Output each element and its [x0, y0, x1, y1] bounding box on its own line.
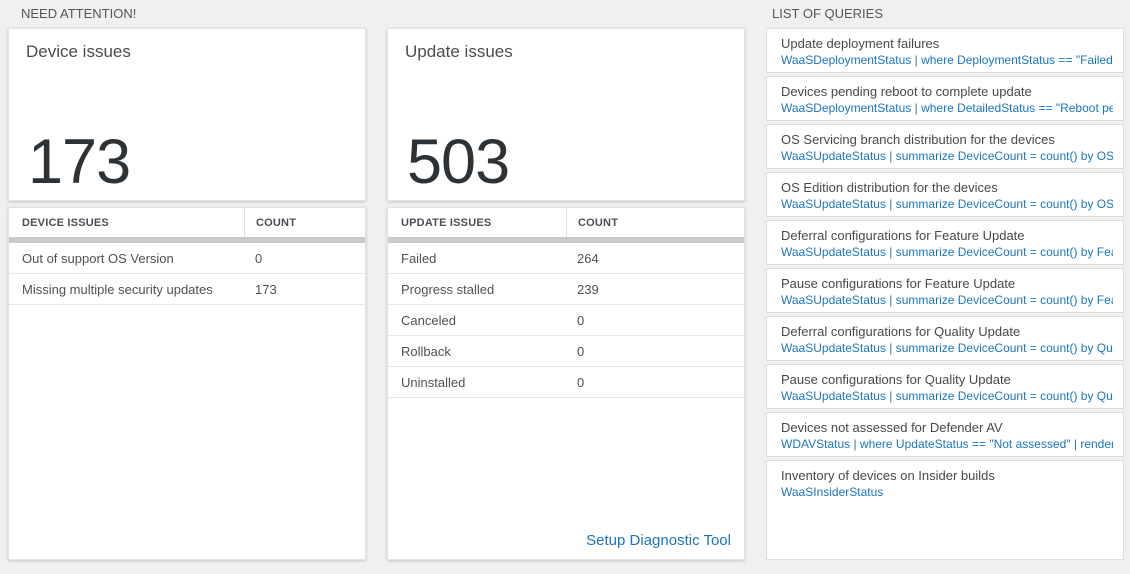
- query-title: OS Servicing branch distribution for the…: [781, 132, 1055, 147]
- update-issues-table-body: Failed 264 Progress stalled 239 Canceled…: [388, 243, 744, 559]
- query-title: Devices not assessed for Defender AV: [781, 420, 1003, 435]
- update-issues-tile[interactable]: Update issues 503: [387, 28, 745, 201]
- issue-count: 0: [577, 312, 585, 328]
- query-list-item[interactable]: OS Servicing branch distribution for the…: [766, 124, 1124, 169]
- count-column-header: COUNT: [244, 208, 365, 237]
- query-list-item[interactable]: OS Edition distribution for the devices …: [766, 172, 1124, 217]
- query-link[interactable]: WaaSDeploymentStatus | where DeploymentS…: [781, 53, 1113, 67]
- issue-count: 0: [577, 343, 585, 359]
- table-row[interactable]: Out of support OS Version 0: [9, 243, 365, 274]
- table-row[interactable]: Missing multiple security updates 173: [9, 274, 365, 305]
- issue-label: Missing multiple security updates: [22, 281, 213, 297]
- need-attention-header: NEED ATTENTION!: [21, 6, 137, 21]
- issue-label: Out of support OS Version: [22, 250, 174, 266]
- device-issues-column: NEED ATTENTION! Device issues 173 DEVICE…: [8, 0, 366, 560]
- update-issues-tile-title: Update issues: [405, 42, 513, 61]
- device-issues-table-body: Out of support OS Version 0 Missing mult…: [9, 243, 365, 559]
- query-title: OS Edition distribution for the devices: [781, 180, 998, 195]
- query-link[interactable]: WaaSDeploymentStatus | where DetailedSta…: [781, 101, 1113, 115]
- issue-label: Rollback: [401, 343, 451, 359]
- query-title: Devices pending reboot to complete updat…: [781, 84, 1032, 99]
- issue-count: 264: [577, 250, 599, 266]
- query-list-item[interactable]: Devices not assessed for Defender AV WDA…: [766, 412, 1124, 457]
- update-issues-table-header: UPDATE ISSUES COUNT: [388, 208, 744, 237]
- device-issues-column-header: DEVICE ISSUES: [22, 216, 109, 229]
- query-list: Update deployment failures WaaSDeploymen…: [766, 28, 1124, 560]
- query-list-item[interactable]: Pause configurations for Feature Update …: [766, 268, 1124, 313]
- query-title: Pause configurations for Feature Update: [781, 276, 1016, 291]
- update-issues-column-header: UPDATE ISSUES: [401, 216, 492, 229]
- device-issues-table-header: DEVICE ISSUES COUNT: [9, 208, 365, 237]
- issue-count: 239: [577, 281, 599, 297]
- device-issues-tile[interactable]: Device issues 173: [8, 28, 366, 201]
- query-link[interactable]: WaaSInsiderStatus: [781, 485, 884, 499]
- query-link[interactable]: WaaSUpdateStatus | summarize DeviceCount…: [781, 293, 1113, 307]
- issue-label: Canceled: [401, 312, 456, 328]
- table-row[interactable]: Canceled 0: [388, 305, 744, 336]
- table-row[interactable]: Uninstalled 0: [388, 367, 744, 398]
- list-of-queries-header: LIST OF QUERIES: [772, 6, 884, 21]
- queries-column: LIST OF QUERIES Update deployment failur…: [766, 0, 1124, 560]
- query-title: Update deployment failures: [781, 36, 940, 51]
- query-list-item[interactable]: Deferral configurations for Quality Upda…: [766, 316, 1124, 361]
- query-title: Deferral configurations for Feature Upda…: [781, 228, 1025, 243]
- table-row[interactable]: Failed 264: [388, 243, 744, 274]
- query-link[interactable]: WaaSUpdateStatus | summarize DeviceCount…: [781, 149, 1113, 163]
- query-link[interactable]: WaaSUpdateStatus | summarize DeviceCount…: [781, 341, 1113, 355]
- issue-count: 0: [577, 374, 585, 390]
- query-list-item[interactable]: Update deployment failures WaaSDeploymen…: [766, 28, 1124, 73]
- update-compliance-dashboard: NEED ATTENTION! Device issues 173 DEVICE…: [8, 0, 1124, 560]
- issue-label: Failed: [401, 250, 437, 266]
- device-issues-count: 173: [28, 127, 131, 197]
- issue-count: 173: [255, 281, 277, 297]
- query-title: Deferral configurations for Quality Upda…: [781, 324, 1021, 339]
- device-issues-tile-title: Device issues: [26, 42, 131, 61]
- query-list-item[interactable]: Devices pending reboot to complete updat…: [766, 76, 1124, 121]
- table-row[interactable]: Rollback 0: [388, 336, 744, 367]
- device-issues-table-card: DEVICE ISSUES COUNT Out of support OS Ve…: [8, 207, 366, 560]
- query-title: Pause configurations for Quality Update: [781, 372, 1011, 387]
- table-horizontal-scrollbar[interactable]: [9, 237, 365, 243]
- update-issues-count: 503: [407, 127, 510, 197]
- query-list-item[interactable]: Inventory of devices on Insider builds W…: [766, 460, 1124, 560]
- count-column-header: COUNT: [566, 208, 744, 237]
- update-issues-table-card: UPDATE ISSUES COUNT Failed 264 Progress …: [387, 207, 745, 560]
- table-row[interactable]: Progress stalled 239: [388, 274, 744, 305]
- issue-label: Progress stalled: [401, 281, 495, 297]
- issue-label: Uninstalled: [401, 374, 466, 390]
- table-horizontal-scrollbar[interactable]: [388, 237, 744, 243]
- query-link[interactable]: WaaSUpdateStatus | summarize DeviceCount…: [781, 197, 1113, 211]
- query-link[interactable]: WaaSUpdateStatus | summarize DeviceCount…: [781, 389, 1113, 403]
- query-link[interactable]: WDAVStatus | where UpdateStatus == "Not …: [781, 437, 1113, 451]
- query-link[interactable]: WaaSUpdateStatus | summarize DeviceCount…: [781, 245, 1113, 259]
- query-title: Inventory of devices on Insider builds: [781, 468, 995, 483]
- setup-diagnostic-tool-link[interactable]: Setup Diagnostic Tool: [586, 532, 731, 549]
- update-issues-column: Update issues 503 UPDATE ISSUES COUNT Fa…: [387, 0, 745, 560]
- issue-count: 0: [255, 250, 263, 266]
- need-attention-header-spacer: [387, 0, 745, 28]
- query-list-item[interactable]: Deferral configurations for Feature Upda…: [766, 220, 1124, 265]
- query-list-item[interactable]: Pause configurations for Quality Update …: [766, 364, 1124, 409]
